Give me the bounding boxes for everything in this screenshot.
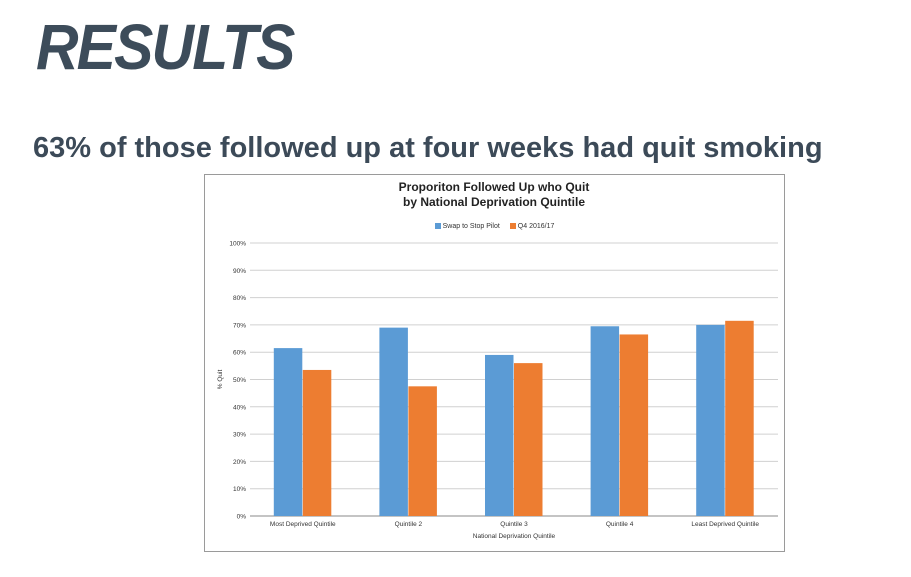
bar-series-1: [379, 327, 408, 516]
y-tick-label: 20%: [233, 459, 246, 466]
bar-series-2: [619, 334, 649, 516]
legend-item-series-2: Q4 2016/17: [509, 223, 555, 230]
y-tick-label: 0%: [237, 514, 247, 521]
bar-series-2: [514, 363, 543, 516]
chart-legend: Swap to Stop Pilot Q4 2016/17: [205, 223, 784, 230]
bar-series-2: [408, 386, 437, 516]
y-tick-label: 90%: [233, 268, 246, 275]
bar-series-1: [696, 324, 725, 516]
y-tick-label: 30%: [233, 432, 246, 439]
legend-label-series-1: Swap to Stop Pilot: [442, 223, 500, 230]
headline: 63% of those followed up at four weeks h…: [33, 132, 823, 164]
y-axis-label: % Quit: [217, 370, 224, 390]
x-tick-label: Least Deprived Quintile: [691, 521, 759, 528]
bar-series-2: [302, 369, 332, 516]
slide-title: RESULTS: [36, 11, 295, 83]
legend-swatch-series-1: [434, 223, 441, 230]
y-tick-label: 50%: [233, 377, 246, 384]
x-tick-label: Most Deprived Quintile: [270, 521, 336, 528]
y-tick-label: 70%: [233, 322, 246, 329]
x-axis-label: National Deprivation Quintile: [473, 533, 556, 540]
legend-swatch-series-2: [509, 223, 516, 230]
chart-title-line-1: Proporiton Followed Up who Quit: [399, 180, 590, 194]
legend-item-series-1: Swap to Stop Pilot: [434, 223, 500, 230]
x-tick-label: Quintile 3: [500, 521, 528, 528]
bar-series-1: [485, 354, 514, 516]
bar-series-1: [590, 326, 620, 516]
bar-series-2: [725, 320, 754, 516]
chart-frame: Swap to Stop Pilot Q4 2016/17 Proporiton…: [204, 174, 785, 552]
x-tick-label: Quintile 2: [395, 521, 423, 528]
chart-title-line-2: by National Deprivation Quintile: [403, 195, 585, 209]
bar-series-1: [273, 348, 303, 516]
y-tick-label: 100%: [229, 241, 246, 248]
x-tick-label: Quintile 4: [606, 521, 634, 528]
y-tick-label: 80%: [233, 295, 246, 302]
y-tick-label: 10%: [233, 486, 246, 493]
y-tick-label: 60%: [233, 350, 246, 357]
legend-label-series-2: Q4 2016/17: [517, 223, 555, 230]
y-tick-label: 40%: [233, 404, 246, 411]
